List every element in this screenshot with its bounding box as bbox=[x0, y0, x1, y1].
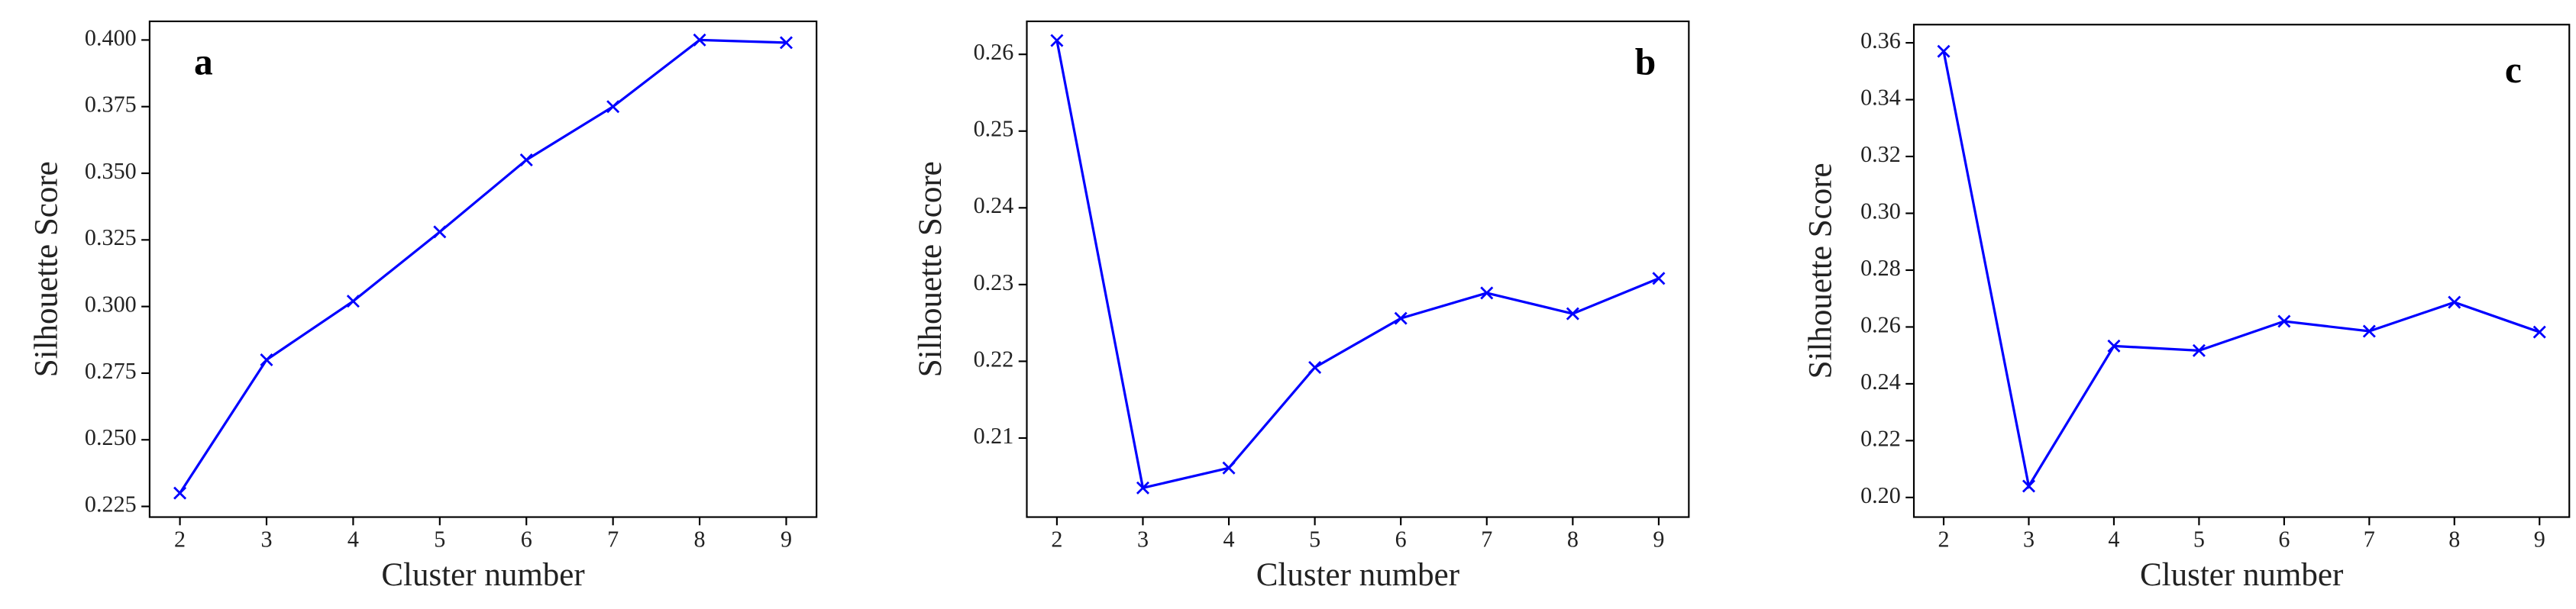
marker bbox=[260, 353, 273, 367]
y-tick-label: 0.375 bbox=[85, 92, 137, 118]
y-tick-label: 0.34 bbox=[1860, 84, 1901, 110]
x-tick-label: 9 bbox=[781, 527, 792, 553]
marker bbox=[2532, 325, 2546, 339]
marker bbox=[2192, 343, 2206, 357]
x-tick-label: 2 bbox=[174, 527, 186, 553]
plot-frame bbox=[1912, 24, 2571, 518]
y-tick-label: 0.30 bbox=[1860, 198, 1901, 224]
marker bbox=[1652, 272, 1666, 285]
y-tick-label: 0.25 bbox=[974, 116, 1014, 142]
marker bbox=[1937, 44, 1951, 58]
marker bbox=[173, 486, 187, 500]
marker bbox=[2362, 324, 2376, 338]
marker bbox=[1394, 311, 1408, 325]
x-tick-label: 5 bbox=[1309, 527, 1320, 553]
y-axis-label: Silhouette Score bbox=[913, 161, 949, 377]
y-tick-label: 0.400 bbox=[85, 24, 137, 50]
marker bbox=[2448, 295, 2461, 309]
x-tick-label: 5 bbox=[2193, 527, 2205, 553]
y-tick-label: 0.275 bbox=[85, 358, 137, 384]
x-tick-label: 6 bbox=[1395, 527, 1407, 553]
line bbox=[179, 38, 787, 495]
x-tick-label: 7 bbox=[1481, 527, 1492, 553]
panel: 0.21 0.22 0.23 0.24 0.25 0.26 2 3 4 5 6 7 8 9 Cluster … bbox=[913, 20, 1690, 593]
marker bbox=[519, 153, 533, 167]
y-tick-label: 0.23 bbox=[974, 269, 1014, 295]
marker bbox=[433, 225, 447, 239]
x-tick-label: 6 bbox=[521, 527, 532, 553]
x-axis-label: Cluster number bbox=[2140, 557, 2343, 593]
x-tick-label: 6 bbox=[2278, 527, 2290, 553]
y-tick-label: 0.26 bbox=[1860, 311, 1901, 337]
x-tick-label: 4 bbox=[1223, 527, 1235, 553]
marker bbox=[779, 36, 793, 50]
y-tick-label: 0.28 bbox=[1860, 255, 1901, 281]
y-axis-label: Silhouette Score bbox=[1803, 163, 1839, 379]
x-tick-label: 7 bbox=[607, 527, 619, 553]
y-tick-label: 0.350 bbox=[85, 158, 137, 184]
x-axis-label: Cluster number bbox=[1256, 557, 1459, 593]
plot-frame bbox=[148, 20, 818, 518]
marker bbox=[1050, 34, 1064, 47]
line bbox=[1055, 40, 1660, 490]
marker bbox=[2022, 479, 2035, 493]
marker bbox=[2277, 314, 2291, 328]
marker bbox=[693, 33, 706, 47]
marker bbox=[1136, 481, 1149, 495]
x-tick-label: 2 bbox=[1051, 527, 1062, 553]
y-axis-label: Silhouette Score bbox=[29, 161, 65, 377]
y-tick-label: 0.36 bbox=[1860, 27, 1901, 53]
marker bbox=[606, 100, 620, 114]
marker bbox=[1480, 286, 1494, 300]
x-tick-label: 4 bbox=[2108, 527, 2119, 553]
marker bbox=[1308, 360, 1322, 374]
plot-frame bbox=[1026, 20, 1690, 518]
marker bbox=[1566, 307, 1579, 321]
line bbox=[1942, 50, 2540, 490]
y-tick-label: 0.24 bbox=[974, 192, 1014, 218]
y-tick-label: 0.325 bbox=[85, 224, 137, 250]
y-tick-label: 0.24 bbox=[1860, 369, 1901, 395]
x-tick-label: 9 bbox=[1653, 527, 1664, 553]
marker bbox=[346, 295, 360, 308]
y-tick-label: 0.20 bbox=[1860, 482, 1901, 508]
x-tick-label: 8 bbox=[1567, 527, 1579, 553]
x-tick-label: 4 bbox=[347, 527, 359, 553]
panel-label: a bbox=[194, 40, 213, 82]
y-tick-label: 0.250 bbox=[85, 424, 137, 450]
panel: 0.225 0.250 0.275 0.300 0.325 0.350 0.375 0.400… bbox=[29, 20, 818, 593]
x-tick-label: 3 bbox=[260, 527, 272, 553]
y-tick-label: 0.26 bbox=[974, 39, 1014, 65]
y-tick-label: 0.300 bbox=[85, 292, 137, 317]
x-axis-label: Cluster number bbox=[381, 557, 584, 593]
x-tick-label: 2 bbox=[1938, 527, 1949, 553]
panel: 0.20 0.22 0.24 0.26 0.28 0.30 0.32 0.34 0.36 2 3 4 5… bbox=[1803, 24, 2571, 593]
y-tick-label: 0.22 bbox=[974, 346, 1014, 372]
x-tick-label: 7 bbox=[2364, 527, 2375, 553]
x-tick-label: 3 bbox=[1137, 527, 1149, 553]
y-tick-label: 0.225 bbox=[85, 491, 137, 517]
x-tick-label: 9 bbox=[2534, 527, 2545, 553]
marker bbox=[1222, 461, 1236, 475]
panel-label: c bbox=[2505, 49, 2522, 91]
x-tick-label: 5 bbox=[434, 527, 445, 553]
x-tick-label: 8 bbox=[694, 527, 706, 553]
y-tick-label: 0.21 bbox=[974, 423, 1014, 449]
marker bbox=[2107, 339, 2121, 353]
y-tick-label: 0.32 bbox=[1860, 141, 1901, 167]
panel-label: b bbox=[1635, 40, 1656, 82]
x-tick-label: 3 bbox=[2023, 527, 2035, 553]
y-tick-label: 0.22 bbox=[1860, 425, 1901, 451]
x-tick-label: 8 bbox=[2448, 527, 2460, 553]
